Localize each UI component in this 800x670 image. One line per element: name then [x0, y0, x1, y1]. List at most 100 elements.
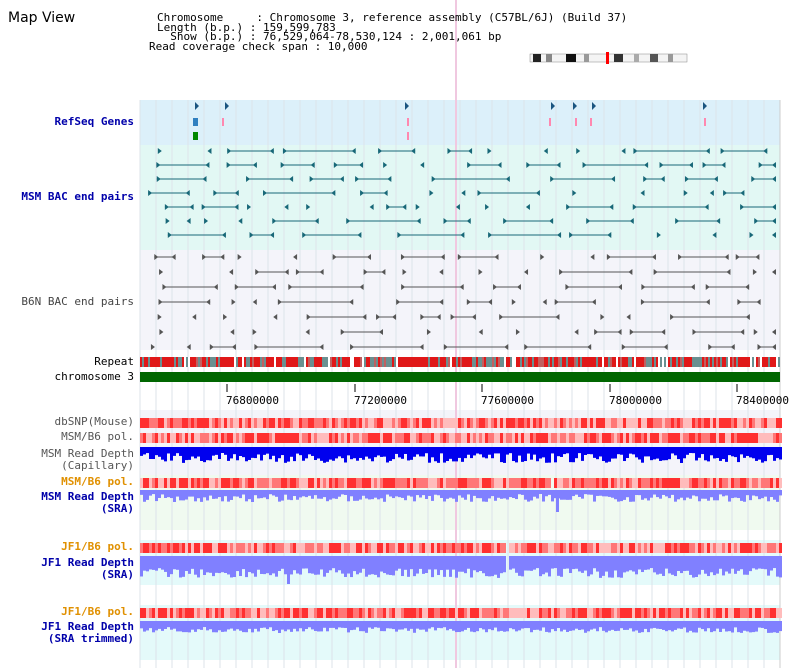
read-depth-bar: [650, 490, 653, 498]
repeat-segment: [548, 357, 550, 367]
label-dbsnp[interactable]: dbSNP(Mouse): [54, 415, 134, 428]
polymorphism-segment: [563, 478, 566, 488]
read-depth-bar: [527, 490, 530, 502]
polymorphism-segment: [761, 433, 764, 443]
bac-end-marker: [651, 254, 656, 260]
read-depth-bar: [635, 556, 638, 575]
bac-end-marker: [704, 204, 709, 210]
read-depth-bar: [734, 490, 737, 498]
polymorphism-segment: [629, 478, 632, 488]
label-jf1-pol-1[interactable]: JF1/B6 pol.: [61, 540, 134, 553]
polymorphism-segment: [188, 478, 191, 488]
polymorphism-segment: [431, 543, 434, 553]
repeat-segment: [558, 357, 560, 367]
read-depth-bar: [548, 556, 551, 577]
read-depth-bar: [491, 621, 494, 631]
polymorphism-segment: [764, 543, 767, 553]
read-depth-bar: [410, 490, 413, 497]
polymorphism-segment: [494, 418, 497, 428]
polymorphism-segment: [260, 418, 263, 428]
read-depth-bar: [713, 447, 716, 459]
read-depth-bar: [164, 490, 167, 498]
polymorphism-segment: [197, 478, 200, 488]
read-depth-bar: [593, 447, 596, 458]
read-depth-bar: [653, 621, 656, 628]
polymorphism-segment: [275, 608, 278, 618]
polymorphism-segment: [560, 478, 563, 488]
bac-end-marker: [154, 254, 159, 260]
polymorphism-segment: [248, 608, 251, 618]
label-b6n-bac[interactable]: B6N BAC end pairs: [21, 295, 134, 308]
polymorphism-segment: [758, 608, 761, 618]
read-depth-bar: [503, 490, 506, 499]
repeat-segment: [700, 357, 702, 367]
read-depth-bar: [359, 447, 362, 458]
polymorphism-segment: [437, 433, 440, 443]
bac-end-marker: [223, 314, 228, 320]
read-depth-bar: [293, 490, 296, 497]
polymorphism-segment: [170, 433, 173, 443]
read-depth-bar: [650, 621, 653, 629]
polymorphism-segment: [149, 418, 152, 428]
read-depth-bar: [719, 447, 722, 461]
label-jf1-pol-2[interactable]: JF1/B6 pol.: [61, 605, 134, 618]
polymorphism-segment: [356, 433, 359, 443]
read-depth-bar: [548, 447, 551, 463]
bac-end-marker: [591, 299, 596, 305]
polymorphism-segment: [386, 433, 389, 443]
read-depth-bar: [314, 621, 317, 631]
read-depth-bar: [557, 556, 560, 576]
read-depth-bar: [743, 490, 746, 502]
read-depth-bar: [209, 621, 212, 630]
polymorphism-segment: [707, 608, 710, 618]
label-msm-bac[interactable]: MSM BAC end pairs: [21, 190, 134, 203]
bac-end-marker: [288, 284, 293, 290]
label-jf1-depth-trimmed[interactable]: JF1 Read Depth (SRA trimmed): [41, 620, 134, 645]
polymorphism-segment: [686, 608, 689, 618]
read-depth-bar: [353, 490, 356, 501]
label-msm-depth-capillary[interactable]: MSM Read Depth (Capillary): [41, 447, 134, 472]
polymorphism-segment: [560, 418, 563, 428]
polymorphism-segment: [395, 418, 398, 428]
read-depth-bar: [470, 490, 473, 502]
read-depth-bar: [407, 447, 410, 461]
read-depth-bar: [149, 621, 152, 629]
bac-end-marker: [555, 314, 560, 320]
polymorphism-segment: [443, 418, 446, 428]
polymorphism-segment: [374, 608, 377, 618]
label-msm-pol-2[interactable]: MSM/B6 pol.: [61, 475, 134, 488]
repeat-segment: [304, 357, 306, 367]
polymorphism-segment: [506, 418, 509, 428]
read-depth-bar: [776, 621, 779, 633]
polymorphism-segment: [584, 478, 587, 488]
polymorphism-segment: [434, 543, 437, 553]
label-msm-pol-1[interactable]: MSM/B6 pol.: [61, 430, 134, 443]
polymorphism-segment: [701, 478, 704, 488]
polymorphism-segment: [515, 478, 518, 488]
polymorphism-segment: [368, 543, 371, 553]
repeat-segment: [252, 357, 254, 367]
polymorphism-segment: [461, 418, 464, 428]
repeat-segment: [630, 357, 632, 367]
repeat-segment: [198, 357, 200, 367]
polymorphism-segment: [554, 478, 557, 488]
repeat-segment: [264, 357, 266, 367]
label-refseq-genes[interactable]: RefSeq Genes: [54, 115, 134, 128]
label-chromosome: chromosome 3: [54, 370, 134, 383]
label-msm-depth-sra[interactable]: MSM Read Depth (SRA): [41, 490, 134, 515]
polymorphism-segment: [701, 608, 704, 618]
read-depth-bar: [596, 490, 599, 496]
repeat-segment: [490, 357, 492, 367]
polymorphism-segment: [560, 543, 563, 553]
polymorphism-segment: [611, 608, 614, 618]
polymorphism-segment: [242, 608, 245, 618]
read-depth-bar: [191, 447, 194, 457]
read-depth-bar: [572, 490, 575, 497]
polymorphism-segment: [500, 433, 503, 443]
repeat-segment: [702, 357, 704, 367]
label-jf1-depth-sra[interactable]: JF1 Read Depth (SRA): [41, 556, 134, 581]
polymorphism-segment: [245, 543, 248, 553]
polymorphism-segment: [371, 543, 374, 553]
polymorphism-segment: [557, 478, 560, 488]
